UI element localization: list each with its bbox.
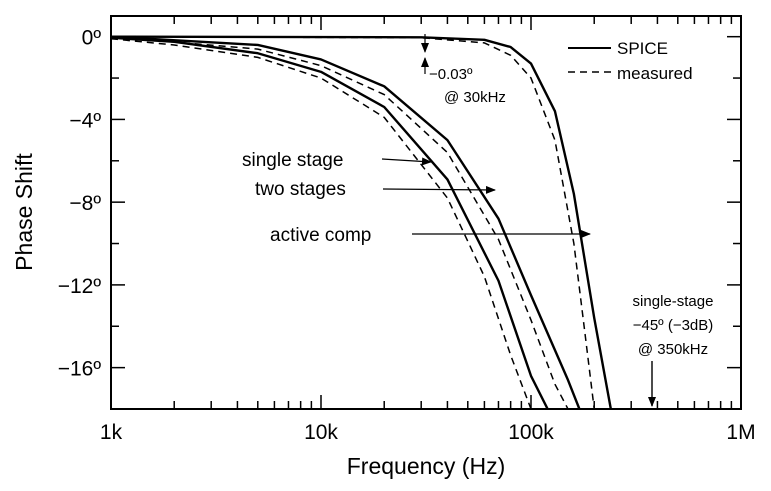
annotation-350khz-note: single-stage −45º (−3dB) @ 350kHz: [633, 293, 714, 407]
y-axis-title: Phase Shift: [11, 153, 37, 271]
x-tick-label: 100k: [508, 421, 554, 444]
plot-frame: [110, 15, 742, 410]
curve-active-comp-measured: [111, 35, 595, 409]
axis-tick-labels: 1k 10k 100k 1M 0º −4º −8º −12º −16º: [58, 27, 756, 444]
curve-single-stage-spice: [111, 36, 549, 409]
y-tick-label: −4º: [69, 109, 101, 132]
curve-two-stages-measured: [111, 35, 569, 409]
two-stages-arrow: [382, 185, 496, 194]
marker-value-label: −0.03º: [429, 66, 473, 83]
x-tick-label: 1M: [726, 421, 755, 444]
legend: SPICE measured: [568, 39, 693, 83]
legend-label-spice: SPICE: [617, 39, 668, 58]
single-stage-arrow: [381, 157, 432, 166]
note-line-2: −45º (−3dB): [633, 317, 714, 334]
active-comp-label: active comp: [270, 225, 371, 246]
data-curves: [111, 35, 613, 409]
annotation-active-comp: active comp: [270, 225, 591, 246]
note-line-3: @ 350kHz: [638, 341, 708, 358]
curve-two-stages-spice: [111, 35, 581, 409]
annotation-single-stage: single stage: [242, 150, 432, 171]
curve-single-stage-measured: [111, 38, 532, 409]
single-stage-label: single stage: [242, 150, 343, 171]
y-tick-label: 0º: [82, 27, 102, 50]
x-tick-label: 10k: [304, 421, 338, 444]
legend-label-measured: measured: [617, 64, 693, 83]
annotation-marker-30khz: −0.03º @ 30kHz: [421, 34, 506, 106]
y-tick-label: −16º: [58, 358, 102, 381]
x-tick-label: 1k: [100, 421, 123, 444]
curve-active-comp-spice: [111, 35, 613, 409]
y-tick-label: −8º: [69, 192, 101, 215]
two-stages-label: two stages: [255, 179, 346, 200]
x-axis-title: Frequency (Hz): [347, 453, 505, 479]
axis-ticks: [110, 16, 742, 410]
annotation-two-stages: two stages: [255, 179, 496, 200]
marker-freq-label: @ 30kHz: [444, 89, 506, 106]
note-line-1: single-stage: [633, 293, 714, 310]
y-tick-label: −12º: [58, 275, 102, 298]
